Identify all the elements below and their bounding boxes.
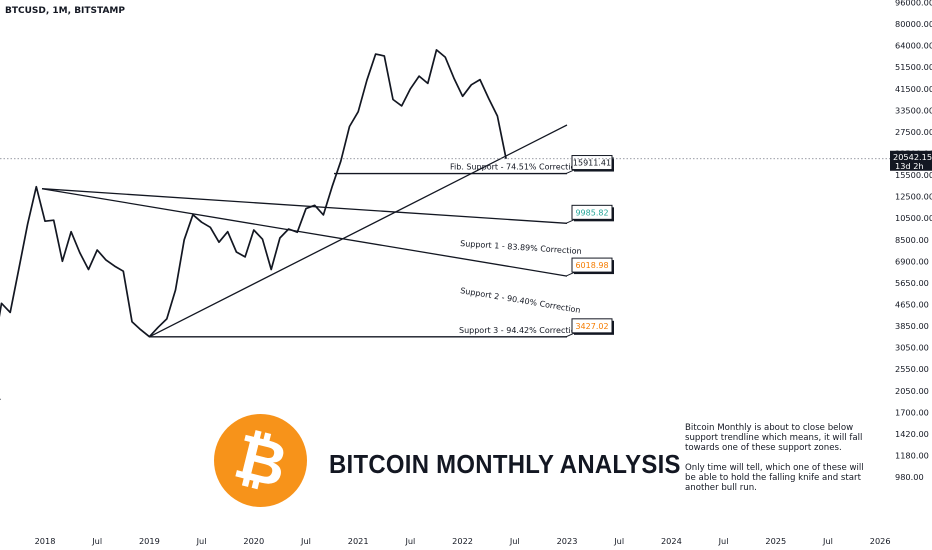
x-tick-label: 2022 xyxy=(452,536,473,546)
y-tick-label: 12500.00 xyxy=(895,192,932,202)
callout-pointer xyxy=(565,169,576,175)
x-tick-label: 2026 xyxy=(870,536,891,546)
y-axis[interactable]: 96000.00 80000.00 64000.00 51500.00 41500.00… xyxy=(895,0,932,482)
current-price-value: 20542.15 xyxy=(893,152,932,162)
note-paragraph-2: Only time will tell, which one of these … xyxy=(685,463,864,493)
x-tick-label: Jul xyxy=(718,536,729,546)
y-tick-label: 6900.00 xyxy=(895,256,929,266)
y-tick-label: 2050.00 xyxy=(895,386,929,396)
y-tick-label: 33500.00 xyxy=(895,105,932,115)
support-2-line xyxy=(41,188,568,277)
y-tick-label: 2550.00 xyxy=(895,364,929,374)
y-tick-label: 980.00 xyxy=(895,472,924,482)
x-tick-label: 2025 xyxy=(765,536,786,546)
y-tick-label: 41500.00 xyxy=(895,84,932,94)
callout-pointer xyxy=(565,218,576,224)
x-tick-label: Jul xyxy=(91,536,102,546)
x-tick-label: Jul xyxy=(300,536,311,546)
support-trendline xyxy=(149,124,568,338)
callout-box xyxy=(571,204,613,220)
y-tick-label: 64000.00 xyxy=(895,41,932,51)
y-tick-label: 8500.00 xyxy=(895,235,929,245)
x-tick-label: 2019 xyxy=(139,536,160,546)
y-tick-label: 1700.00 xyxy=(895,407,929,417)
y-tick-label: 3850.00 xyxy=(895,321,929,331)
x-tick-label: Jul xyxy=(509,536,520,546)
callout-value: 9985.82 xyxy=(575,208,608,217)
y-tick-label: 3050.00 xyxy=(895,343,929,353)
x-tick-label: 2021 xyxy=(348,536,369,546)
y-tick-label: 5650.00 xyxy=(895,278,929,288)
x-tick-label: 2020 xyxy=(243,536,264,546)
note-paragraph-1: Bitcoin Monthly is about to close below … xyxy=(685,423,863,453)
y-tick-label: 1180.00 xyxy=(895,450,929,460)
y-tick-label: 96000.00 xyxy=(895,0,932,8)
x-tick-label: Jul xyxy=(613,536,624,546)
drawings-group: Fib. Support - 74.51% Correction15911.41… xyxy=(41,124,614,338)
x-tick-label: 2023 xyxy=(557,536,578,546)
x-tick-label: 2018 xyxy=(35,536,56,546)
support-1-line xyxy=(41,188,568,224)
candle-countdown: 13d 2h xyxy=(895,161,924,171)
y-tick-label: 27500.00 xyxy=(895,127,932,137)
bitcoin-symbol-icon: ₿ xyxy=(228,419,295,502)
callout-box xyxy=(571,318,613,334)
x-axis[interactable]: Jul 2018 Jul 2019 Jul 2020 Jul 2021 Jul 2022 Jul 20… xyxy=(0,536,891,546)
x-tick-label: Jul xyxy=(196,536,207,546)
support-line-label: Support 1 - 83.89% Correction xyxy=(460,239,582,256)
analysis-title: BITCOIN MONTHLY ANALYSIS xyxy=(329,449,681,479)
btc-price-series xyxy=(0,49,507,400)
support-line-label: Support 3 - 94.42% Correction xyxy=(459,326,581,335)
symbol-label: BTCUSD, 1M, BITSTAMP xyxy=(5,6,125,16)
callout-pointer xyxy=(565,271,576,277)
y-tick-label: 4650.00 xyxy=(895,299,929,309)
y-tick-label: 80000.00 xyxy=(895,19,932,29)
x-tick-label: Jul xyxy=(822,536,833,546)
analysis-notes: Bitcoin Monthly is about to close below … xyxy=(685,423,875,503)
y-tick-label: 51500.00 xyxy=(895,62,932,72)
support-line-label: Fib. Support - 74.51% Correction xyxy=(450,163,580,172)
x-tick-label: Jul xyxy=(404,536,415,546)
y-tick-label: 10500.00 xyxy=(895,213,932,223)
callout-value: 6018.98 xyxy=(575,261,608,270)
callout-value: 15911.41 xyxy=(573,159,611,168)
callout-box xyxy=(571,257,613,273)
current-price-tag xyxy=(890,150,932,171)
bitcoin-logo: ₿ xyxy=(214,414,307,507)
callout-pointer xyxy=(565,332,576,338)
price-line-group xyxy=(0,49,507,400)
x-tick-label: 2024 xyxy=(661,536,682,546)
support-line-label: Support 2 - 90.40% Correction xyxy=(460,286,581,315)
y-tick-label: 1420.00 xyxy=(895,429,929,439)
callout-value: 3427.02 xyxy=(575,322,608,331)
y-tick-label: 15500.00 xyxy=(895,170,932,180)
